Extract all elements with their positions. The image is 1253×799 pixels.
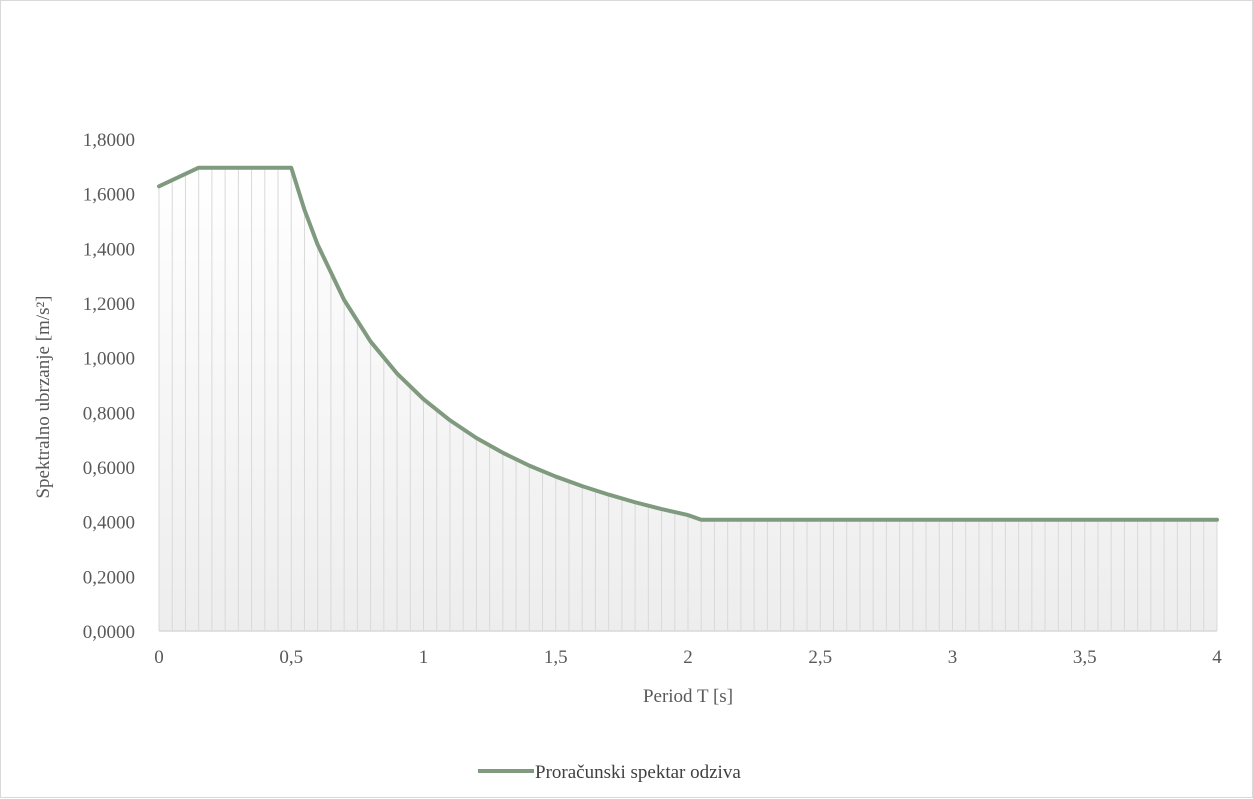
x-tick-label: 1 <box>419 647 429 668</box>
x-tick-label: 3,5 <box>1073 647 1097 668</box>
y-tick-label: 1,4000 <box>83 239 135 260</box>
y-tick-label: 0,6000 <box>83 458 135 479</box>
y-tick-label: 0,4000 <box>83 513 135 534</box>
x-tick-label: 2 <box>683 647 693 668</box>
x-tick-label: 2,5 <box>808 647 832 668</box>
x-tick-label: 4 <box>1212 647 1222 668</box>
legend-label: Proračunski spektar odziva <box>535 762 741 783</box>
y-tick-label: 1,8000 <box>83 130 135 151</box>
y-tick-label: 1,2000 <box>83 294 135 315</box>
y-axis-title: Spektralno ubrzanje [m/s²] <box>33 295 54 498</box>
x-tick-label: 0 <box>154 647 164 668</box>
legend: Proračunski spektar odziva <box>478 762 741 783</box>
y-tick-label: 1,6000 <box>83 185 135 206</box>
series-line <box>157 165 1219 522</box>
x-axis-title: Period T [s] <box>643 686 733 707</box>
x-tick-label: 0,5 <box>279 647 303 668</box>
y-tick-label: 0,0000 <box>83 622 135 643</box>
x-tick-label: 1,5 <box>544 647 568 668</box>
y-tick-label: 0,8000 <box>83 403 135 424</box>
y-tick-label: 1,0000 <box>83 349 135 370</box>
x-tick-label: 3 <box>948 647 958 668</box>
y-tick-label: 0,2000 <box>83 567 135 588</box>
